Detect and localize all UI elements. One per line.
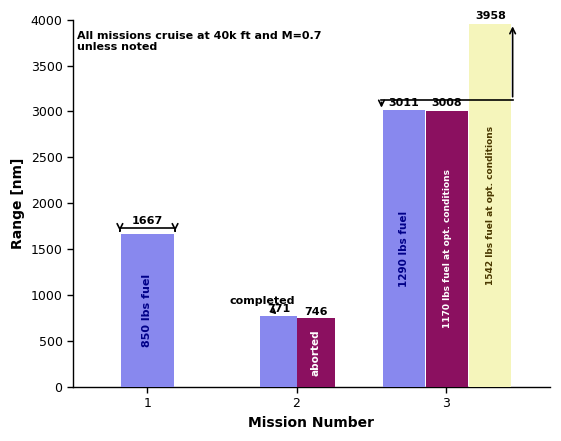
Bar — [121, 234, 173, 387]
Text: 1170 lbs fuel at opt. conditions: 1170 lbs fuel at opt. conditions — [443, 169, 452, 329]
Text: 1290 lbs fuel: 1290 lbs fuel — [399, 211, 409, 287]
Text: 3958: 3958 — [475, 11, 505, 21]
Text: 746: 746 — [304, 307, 328, 317]
Text: completed: completed — [229, 296, 295, 313]
Y-axis label: Range [nm]: Range [nm] — [11, 157, 25, 249]
Bar — [383, 110, 425, 387]
Bar — [297, 318, 334, 387]
Text: aborted: aborted — [311, 329, 321, 376]
Text: 850 lbs fuel: 850 lbs fuel — [142, 274, 153, 347]
Bar — [426, 111, 468, 387]
X-axis label: Mission Number: Mission Number — [249, 416, 374, 430]
Bar — [470, 23, 511, 387]
Text: 1542 lbs fuel at opt. conditions: 1542 lbs fuel at opt. conditions — [486, 126, 495, 285]
Text: 771: 771 — [267, 304, 290, 314]
Text: All missions cruise at 40k ft and M=0.7
unless noted: All missions cruise at 40k ft and M=0.7 … — [77, 31, 322, 52]
Text: 1667: 1667 — [132, 216, 163, 226]
Text: 3011: 3011 — [388, 98, 419, 108]
Text: 3008: 3008 — [432, 98, 462, 108]
Bar — [260, 316, 297, 387]
